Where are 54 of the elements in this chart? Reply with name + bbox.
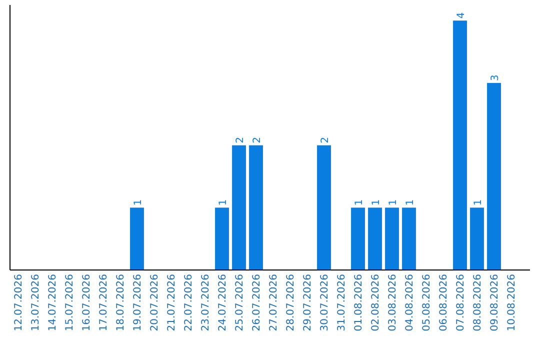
x-tick-label: 23.07.2026 <box>200 274 212 332</box>
data-label: 2 <box>235 136 246 144</box>
x-tick-label: 25.07.2026 <box>234 274 246 332</box>
data-label: 1 <box>405 199 416 206</box>
data-label: 4 <box>456 12 467 19</box>
x-tick-label: 06.08.2026 <box>438 274 450 332</box>
x-tick-label: 30.07.2026 <box>320 274 330 332</box>
bar <box>317 145 331 270</box>
bar <box>215 208 229 270</box>
data-label: 1 <box>354 199 365 206</box>
bar <box>453 20 467 270</box>
data-label: 2 <box>320 136 331 144</box>
x-tick-label: 28.07.2026 <box>286 274 296 332</box>
x-tick-label: 09.08.2026 <box>490 274 500 332</box>
x-tick-label: 17.07.2026 <box>98 274 110 332</box>
x-tick-label: 20.07.2026 <box>150 274 160 332</box>
data-label: 2 <box>252 136 263 144</box>
x-tick-label: 29.07.2026 <box>302 274 314 332</box>
x-tick-label: 10.08.2026 <box>506 274 518 332</box>
x-tick-label: 21.07.2026 <box>166 274 178 332</box>
data-label: 1 <box>218 199 229 206</box>
x-tick-label: 22.07.2026 <box>184 274 194 332</box>
bar <box>351 208 365 270</box>
x-tick-label: 05.08.2026 <box>422 274 432 332</box>
bar <box>470 208 484 270</box>
bar <box>232 145 246 270</box>
data-label: 1 <box>473 199 484 206</box>
x-tick-label: 12.07.2026 <box>14 274 24 332</box>
x-tick-label: 16.07.2026 <box>82 274 92 332</box>
x-tick-label: 13.07.2026 <box>30 274 42 332</box>
bar <box>249 145 263 270</box>
x-tick-label: 04.08.2026 <box>404 274 416 332</box>
x-tick-label: 31.07.2026 <box>336 274 348 332</box>
x-tick-label: 01.08.2026 <box>354 274 364 332</box>
x-tick-label: 08.08.2026 <box>472 274 484 332</box>
x-tick-label: 19.07.2026 <box>132 274 144 332</box>
x-tick-label: 18.07.2026 <box>116 274 126 332</box>
bar <box>130 208 144 270</box>
x-tick-label: 24.07.2026 <box>218 274 228 332</box>
bar <box>402 208 416 270</box>
x-tick-label: 02.08.2026 <box>370 274 382 332</box>
x-tick-label: 03.08.2026 <box>388 274 398 332</box>
data-label: 3 <box>490 74 501 81</box>
data-label: 1 <box>371 199 382 206</box>
x-tick-label: 27.07.2026 <box>268 274 280 332</box>
data-label: 1 <box>133 199 144 206</box>
bar <box>368 208 382 270</box>
x-tick-label: 26.07.2026 <box>252 274 262 332</box>
x-tick-label: 14.07.2026 <box>48 274 58 332</box>
bar <box>385 208 399 270</box>
x-tick-label: 07.08.2026 <box>456 274 466 332</box>
data-label: 1 <box>388 199 399 206</box>
bar <box>487 82 501 270</box>
x-tick-label: 15.07.2026 <box>64 274 76 332</box>
